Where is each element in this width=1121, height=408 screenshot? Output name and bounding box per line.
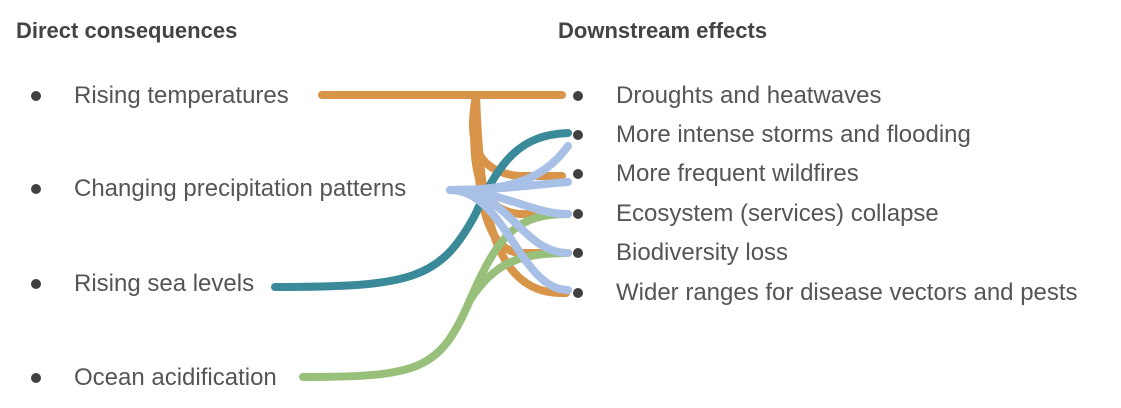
direct-consequences-heading: Direct consequences — [16, 18, 238, 43]
temp-to-disease-line — [472, 91, 570, 297]
sea-level-to-storms-line — [271, 129, 572, 291]
bullet-icon — [573, 288, 583, 298]
bullet-icon — [573, 169, 583, 179]
precipitation-connectors — [446, 142, 572, 294]
cause-changing-precipitation: Changing precipitation patterns — [74, 175, 407, 202]
effect-disease-vectors: Wider ranges for disease vectors and pes… — [616, 279, 1078, 306]
bullet-icon — [573, 130, 583, 140]
cause-rising-sea-levels: Rising sea levels — [74, 270, 255, 297]
bullet-icon — [31, 279, 41, 289]
downstream-effects-heading: Downstream effects — [558, 18, 768, 43]
effect-storms-flooding: More intense storms and flooding — [616, 121, 971, 148]
cause-ocean-acidification: Ocean acidification — [74, 364, 277, 391]
bullet-icon — [31, 91, 41, 101]
bullet-icon — [573, 209, 583, 219]
effect-ecosystem-collapse: Ecosystem (services) collapse — [616, 200, 939, 227]
temperature-connectors — [318, 91, 570, 297]
cause-rising-temperatures: Rising temperatures — [74, 82, 289, 109]
precip-to-disease-line — [446, 186, 572, 294]
effect-droughts-heatwaves: Droughts and heatwaves — [616, 82, 882, 109]
effect-biodiversity-loss: Biodiversity loss — [616, 239, 789, 266]
effect-wildfires: More frequent wildfires — [616, 160, 859, 187]
bullet-icon — [573, 248, 583, 258]
bullet-icon — [573, 91, 583, 101]
bullet-icon — [31, 373, 41, 383]
bullet-icon — [31, 184, 41, 194]
